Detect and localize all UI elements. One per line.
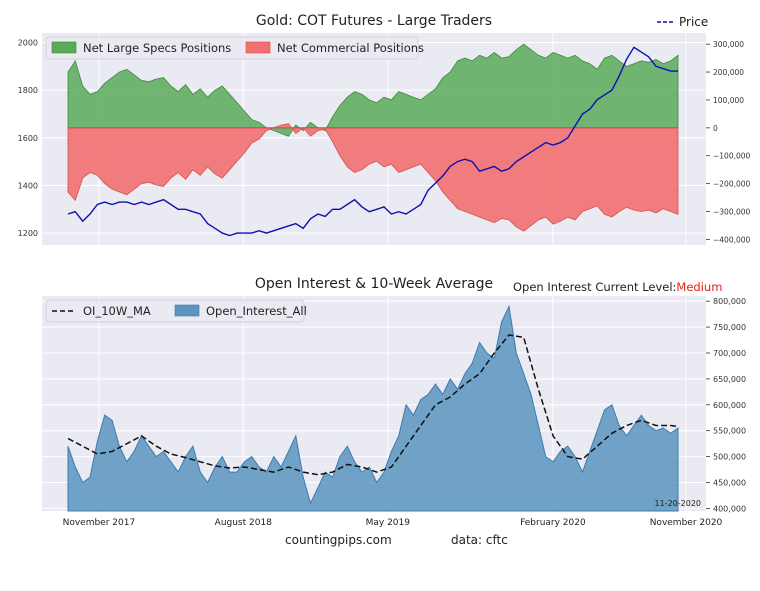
oi-right-tick-label: 450,000: [713, 479, 746, 488]
oi-right-tick-label: 600,000: [713, 401, 746, 410]
legend-label-oi: Open_Interest_All: [206, 304, 307, 318]
oi-right-tick-label: 550,000: [713, 427, 746, 436]
cot-left-ticks: 1200 1400 1600 1800 2000: [18, 39, 38, 239]
legend-label-ma: OI_10W_MA: [83, 304, 151, 318]
oi-level-label: Open Interest Current Level:Medium: [513, 280, 722, 294]
oi-right-tick-label: 800,000: [713, 297, 746, 306]
cot-right-tick-label: 300,000: [713, 40, 744, 49]
x-tick-label: August 2018: [215, 518, 273, 528]
cot-left-tick-label: 1200: [18, 229, 38, 238]
price-line: [67, 46, 678, 237]
cot-right-tick-label: −200,000: [713, 180, 751, 189]
cot-right-ticks: −400,000 −300,000 −200,000 −100,000 0 100,000…: [706, 40, 751, 244]
oi-right-tick-label: 500,000: [713, 453, 746, 462]
x-axis-ticks: November 2017 August 2018 May 2019 February…: [63, 518, 723, 528]
cot-right-tick-label: 0: [713, 124, 718, 133]
date-stamp: 11-20-2020: [655, 499, 702, 508]
cot-left-tick-label: 1800: [18, 86, 38, 95]
oi-right-tick-label: 750,000: [713, 323, 746, 332]
x-tick-label: May 2019: [366, 518, 411, 528]
cot-right-tick-label: −400,000: [713, 235, 751, 244]
legend-swatch-oi: [174, 304, 200, 317]
oi-right-tick-label: 650,000: [713, 375, 746, 384]
oi-10w-ma-line: [67, 334, 679, 476]
cot-right-tick-label: 200,000: [713, 68, 744, 77]
price-legend-label: Price: [679, 15, 708, 29]
legend-swatch-specs: [51, 41, 77, 54]
cot-right-tick-label: −300,000: [713, 208, 751, 217]
oi-right-tick-label: 400,000: [713, 504, 746, 513]
net-commercial-area: [67, 123, 679, 232]
cot-left-tick-label: 1600: [18, 134, 38, 143]
x-tick-label: February 2020: [520, 518, 586, 528]
legend-label-specs: Net Large Specs Positions: [83, 41, 231, 55]
oi-title: Open Interest & 10-Week Average: [255, 276, 493, 292]
footer-site: countingpips.com: [285, 533, 392, 547]
oi-right-ticks: 400,000 450,000 500,000 550,000 600,000 650,0…: [706, 297, 746, 513]
cot-legend: Net Large Specs Positions Net Commercial…: [45, 36, 424, 60]
cot-panel: 1200 1400 1600 1800 2000 −400,000 −300,000 −20…: [18, 13, 751, 245]
legend-label-commercial: Net Commercial Positions: [277, 41, 424, 55]
net-large-specs-area: [67, 43, 679, 137]
oi-level-value: Medium: [676, 280, 722, 294]
cot-right-tick-label: −100,000: [713, 152, 751, 161]
footer-source: data: cftc: [451, 533, 508, 547]
oi-legend: OI_10W_MA Open_Interest_All: [45, 299, 307, 323]
cot-right-tick-label: 100,000: [713, 96, 744, 105]
oi-right-tick-label: 700,000: [713, 349, 746, 358]
oi-level-text: Open Interest Current Level:: [513, 280, 676, 294]
open-interest-area: [67, 304, 679, 512]
x-tick-label: November 2020: [650, 518, 723, 528]
cot-legend-box: [45, 36, 419, 60]
legend-swatch-commercial: [245, 41, 271, 54]
cot-title: Gold: COT Futures - Large Traders: [256, 13, 492, 29]
cot-left-tick-label: 1400: [18, 181, 38, 190]
cot-left-tick-label: 2000: [18, 39, 38, 48]
price-legend: Price: [657, 15, 708, 29]
oi-panel: 400,000 450,000 500,000 550,000 600,000 650,0…: [42, 276, 746, 528]
x-tick-label: November 2017: [63, 518, 136, 528]
